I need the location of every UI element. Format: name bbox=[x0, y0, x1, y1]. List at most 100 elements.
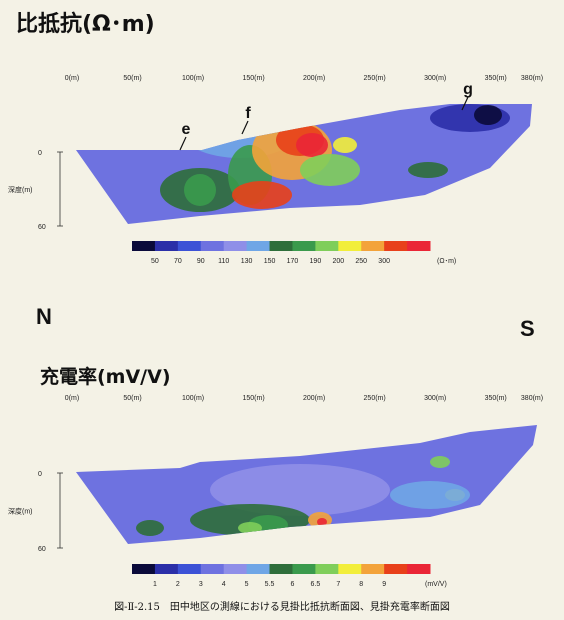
y-tick-label: 0 bbox=[38, 150, 42, 157]
x-tick-label: 0(m) bbox=[65, 395, 79, 402]
resistivity-title: 比抵抗(Ω･m) bbox=[16, 12, 155, 37]
x-tick-label: 250(m) bbox=[364, 75, 386, 82]
contour-patch bbox=[430, 456, 450, 468]
colorbar-label: 6.5 bbox=[311, 581, 321, 588]
colorbar-unit: (Ω･m) bbox=[437, 258, 456, 265]
x-tick-label: 380(m) bbox=[521, 75, 543, 82]
colorbar-label: 110 bbox=[218, 258, 229, 265]
contour-patch bbox=[317, 518, 327, 526]
contour-patch bbox=[333, 137, 357, 153]
colorbar-swatch bbox=[361, 241, 385, 251]
colorbar-swatch bbox=[361, 564, 385, 574]
section-1: 0(m) 50(m) 100(m) 150(m) 200(m) 250(m) 300(m) 3… bbox=[8, 75, 543, 265]
x-tick-label: 350(m) bbox=[485, 75, 507, 82]
colorbar-swatch bbox=[407, 564, 431, 574]
annotation-label: e bbox=[182, 121, 191, 138]
colorbar-label: 90 bbox=[197, 258, 205, 265]
contour-patch bbox=[390, 481, 470, 509]
colorbar-label: 70 bbox=[174, 258, 182, 265]
section-body bbox=[76, 425, 537, 544]
colorbar-swatch bbox=[246, 564, 271, 574]
annotation-arrow bbox=[179, 136, 187, 151]
x-tick-label: 100(m) bbox=[182, 395, 204, 402]
contour-patch bbox=[232, 181, 292, 209]
x-tick-label: 50(m) bbox=[123, 395, 141, 402]
colorbar-label: 5 bbox=[245, 581, 249, 588]
colorbar-swatch bbox=[338, 564, 362, 574]
colorbar-label: 170 bbox=[287, 258, 299, 265]
contour-patch bbox=[190, 504, 310, 536]
colorbar-label: 50 bbox=[151, 258, 159, 265]
south-label: S bbox=[520, 316, 535, 341]
colorbar-swatch bbox=[200, 564, 225, 574]
colorbar-swatch bbox=[269, 241, 293, 251]
section-contours bbox=[136, 456, 470, 536]
contour-patch bbox=[248, 515, 288, 535]
colorbar-label: 3 bbox=[199, 581, 203, 588]
x-tick-label: 250(m) bbox=[364, 395, 386, 402]
colorbar-swatch bbox=[315, 564, 339, 574]
contour-patch bbox=[180, 104, 300, 158]
section-2: 0(m) 50(m) 100(m) 150(m) 200(m) 250(m) 300(m) 3… bbox=[8, 395, 543, 588]
colorbar-swatch bbox=[223, 241, 248, 251]
colorbar-label: 8 bbox=[359, 581, 363, 588]
colorbar-swatch bbox=[200, 241, 225, 251]
contour-patch bbox=[300, 154, 360, 186]
colorbar-label: 7 bbox=[336, 581, 340, 588]
colorbar-swatch bbox=[132, 564, 156, 574]
colorbar-swatch bbox=[269, 564, 293, 574]
colorbar-label: 200 bbox=[332, 258, 344, 265]
x-tick-label: 100(m) bbox=[182, 75, 204, 82]
colorbar-label: 300 bbox=[378, 258, 390, 265]
colorbar-swatch bbox=[177, 241, 202, 251]
colorbar-label: 4 bbox=[222, 581, 226, 588]
x-tick-label: 200(m) bbox=[303, 75, 325, 82]
contour-patch bbox=[252, 120, 332, 180]
x-tick-label: 300(m) bbox=[424, 395, 446, 402]
colorbar-swatch bbox=[177, 564, 202, 574]
y-tick-label: 60 bbox=[38, 224, 46, 231]
section-contours bbox=[160, 104, 510, 212]
x-tick-label: 150(m) bbox=[242, 75, 264, 82]
y-axis-label: 深度(m) bbox=[8, 185, 33, 194]
figure-caption: 図-Ⅱ-2.15 田中地区の測線における見掛比抵抗断面図、見掛充電率断面図 bbox=[114, 602, 450, 613]
section-body bbox=[76, 104, 532, 224]
x-tick-label: 380(m) bbox=[521, 395, 543, 402]
colorbar-swatch bbox=[154, 564, 179, 574]
y-tick-label: 60 bbox=[38, 546, 46, 553]
x-tick-label: 350(m) bbox=[485, 395, 507, 402]
colorbar-label: 5.5 bbox=[265, 581, 275, 588]
contour-patch bbox=[296, 133, 328, 157]
colorbar-swatch bbox=[338, 241, 362, 251]
contour-patch bbox=[210, 464, 390, 516]
contour-patch bbox=[430, 104, 510, 132]
y-tick-label: 0 bbox=[38, 471, 42, 478]
x-tick-label: 300(m) bbox=[424, 75, 446, 82]
colorbar-swatch bbox=[292, 564, 316, 574]
colorbar-label: 150 bbox=[264, 258, 276, 265]
annotation-arrow bbox=[461, 96, 469, 111]
contour-patch bbox=[474, 105, 502, 125]
north-label: N bbox=[36, 304, 52, 329]
contour-patch bbox=[238, 522, 262, 534]
colorbar-swatch bbox=[384, 564, 408, 574]
contour-patch bbox=[408, 162, 448, 178]
annotation-label: f bbox=[245, 105, 251, 122]
chargeability-title: 充電率(mV/V) bbox=[40, 366, 171, 388]
x-tick-label: 0(m) bbox=[65, 75, 79, 82]
contour-patch bbox=[276, 124, 324, 156]
colorbar-label: 250 bbox=[355, 258, 367, 265]
annotation-label: g bbox=[463, 81, 473, 98]
colorbar-swatch bbox=[154, 241, 179, 251]
x-tick-label: 200(m) bbox=[303, 395, 325, 402]
colorbar-swatch bbox=[384, 241, 408, 251]
annotation-arrow bbox=[241, 120, 249, 135]
contour-patch bbox=[136, 520, 164, 536]
contour-patch bbox=[228, 145, 272, 205]
colorbar-swatch bbox=[292, 241, 316, 251]
colorbar-swatch bbox=[223, 564, 248, 574]
colorbar-unit: (mV/V) bbox=[425, 581, 447, 588]
colorbar-label: 9 bbox=[382, 581, 386, 588]
